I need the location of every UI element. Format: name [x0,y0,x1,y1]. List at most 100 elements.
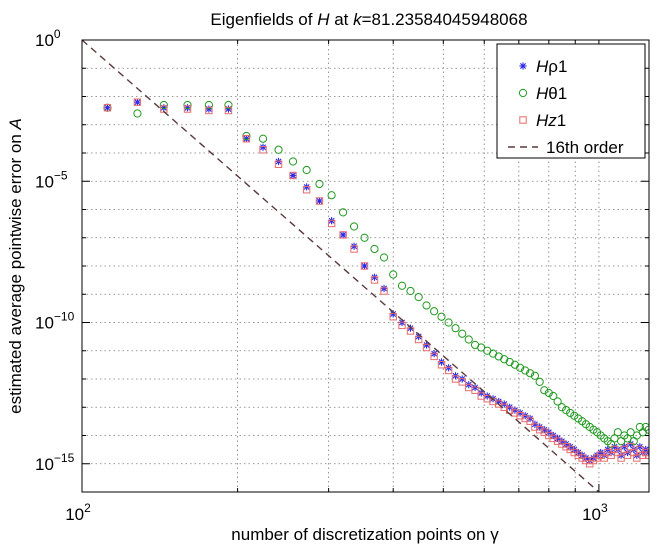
point-asterisk [259,143,267,151]
x-axis-label: number of discretization points on γ [231,525,499,544]
y-tick-label: 10−10 [35,310,75,333]
point-asterisk [315,197,324,205]
point-circle [557,403,566,412]
point-square [327,219,336,228]
point-circle [544,388,553,398]
point-circle [641,422,649,432]
point-circle [159,100,168,110]
y-tick-label: 100 [35,27,61,50]
point-circle [288,157,298,166]
point-square [315,197,324,205]
point-asterisk [360,262,369,270]
point-circle [302,165,311,175]
point-square [242,135,251,143]
legend-swatch-asterisk [519,62,527,70]
point-circle [613,428,622,437]
point-square [259,146,267,154]
point-square [471,386,479,394]
point-square [370,276,379,284]
point-circle [379,253,389,262]
point-circle [561,406,571,415]
point-circle [339,208,348,217]
point-circle [540,386,549,395]
point-square [414,335,423,344]
point-circle [444,318,453,327]
point-circle [422,301,431,310]
legend-swatch-square [519,116,527,124]
point-circle [430,307,439,316]
point-asterisk [133,98,142,106]
point-circle [274,145,283,154]
y-axis-label: estimated average pointwise error on A [6,118,25,414]
x-tick-label: 103 [582,501,608,524]
legend-entry-label: 16th order [546,138,624,157]
point-square [380,287,388,295]
data-marks [82,40,649,492]
point-square [535,426,544,434]
point-circle [553,397,562,406]
point-square [422,343,431,352]
point-circle [183,100,192,110]
point-circle [414,293,423,302]
legend-entry-label: Hz1 [536,111,566,130]
point-circle [360,233,369,242]
point-circle [525,369,535,378]
point-square [444,366,453,375]
point-circle [516,363,525,372]
point-circle [458,329,467,338]
point-circle [349,222,359,231]
point-circle [315,179,324,189]
point-circle [451,324,460,333]
point-square [526,417,534,425]
point-circle [464,335,473,344]
point-asterisk [422,341,431,349]
point-square [133,98,142,106]
point-square [339,231,347,239]
point-square [578,454,586,462]
point-circle [204,100,214,110]
reference-line-16th-order [82,40,600,492]
point-square [205,106,213,115]
point-square [360,262,369,270]
point-circle [437,312,446,321]
y-tick-label: 10−15 [35,451,75,474]
point-circle [327,191,336,200]
point-square [389,313,397,321]
point-circle [505,357,514,367]
point-square [458,378,466,386]
point-square [274,160,283,168]
point-circle [224,100,233,110]
legend-swatch-circle [518,88,528,98]
point-circle [397,281,407,290]
point-circle [406,286,415,296]
point-circle [258,134,268,143]
point-square [183,105,192,113]
point-circle [549,391,558,401]
point-asterisk [103,104,112,112]
point-square [103,104,112,112]
legend: Hρ1 Hθ1 Hz1 16th order [496,43,646,159]
y-tick-label: 10−5 [35,168,68,191]
legend-entry-label: Hθ1 [536,84,567,103]
point-circle [566,408,575,418]
point-circle [370,244,379,254]
point-square [302,186,311,194]
point-circle [133,109,142,118]
point-square [289,171,297,180]
point-asterisk [289,171,297,180]
point-circle [530,371,540,380]
x-tick-label: 102 [65,501,91,524]
point-circle [521,366,530,375]
point-asterisk [380,284,388,293]
plot-frame [81,39,650,493]
point-square [437,361,446,369]
legend-box [496,43,646,159]
point-square [489,397,497,406]
point-circle [626,428,635,437]
point-square [398,321,406,330]
point-asterisk [582,454,590,462]
chart-title: Eigenfields of H at k=81.23584045948068 [210,10,527,29]
point-square [430,352,438,361]
legend-entry-label: Hρ1 [536,57,567,76]
